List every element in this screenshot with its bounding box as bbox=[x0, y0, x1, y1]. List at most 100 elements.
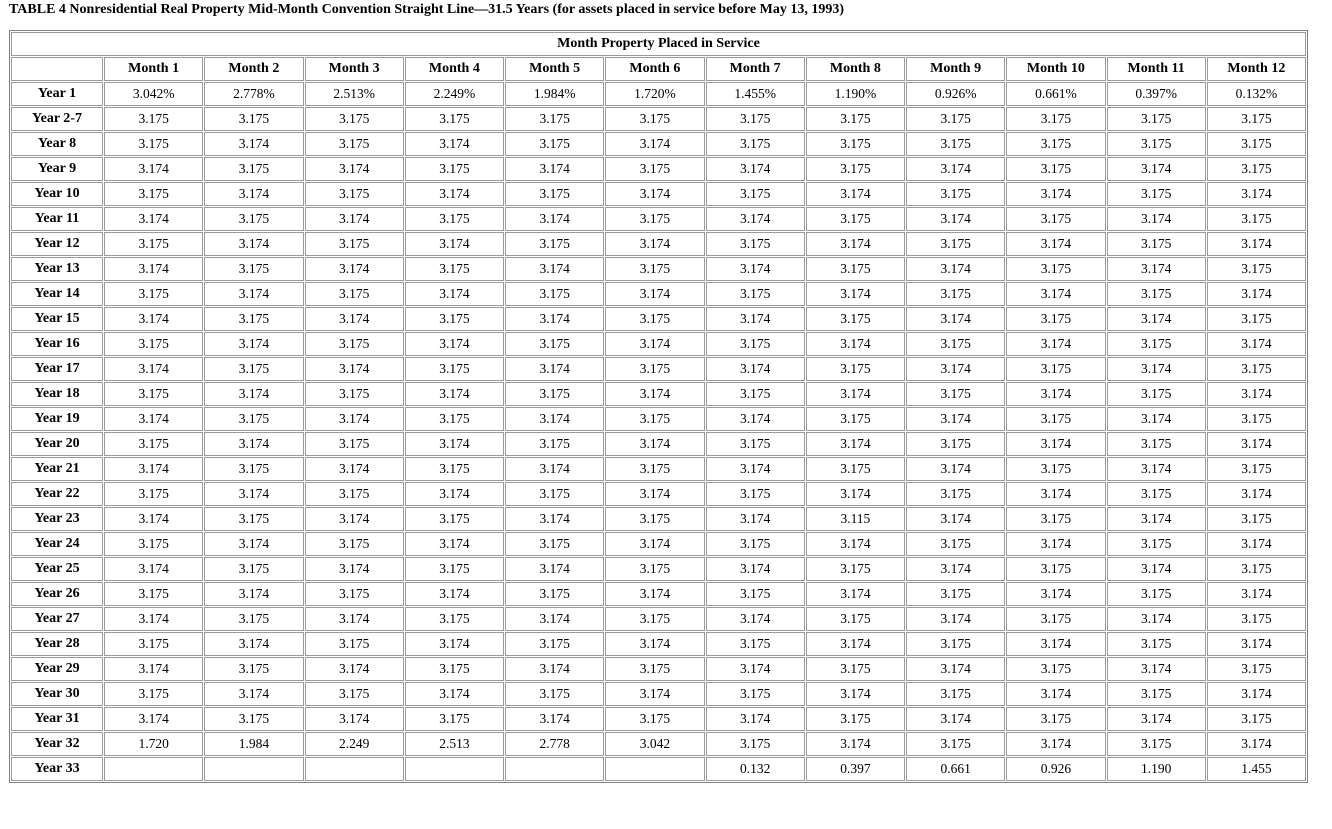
table-cell: 3.174 bbox=[304, 557, 404, 581]
row-label: Year 25 bbox=[11, 557, 103, 581]
table-cell: 3.115 bbox=[805, 507, 905, 531]
table-cell: 3.042% bbox=[104, 82, 204, 106]
row-label: Year 24 bbox=[11, 532, 103, 556]
table-cell: 3.174 bbox=[705, 707, 805, 731]
table-row: Year 20 3.175 3.174 3.175 3.174 3.175 3.174 3.1… bbox=[11, 432, 1306, 456]
table-cell: 3.174 bbox=[204, 432, 304, 456]
table-cell: 3.175 bbox=[705, 582, 805, 606]
table-cell: 3.174 bbox=[104, 557, 204, 581]
table-cell: 3.174 bbox=[404, 482, 504, 506]
table-cell: 3.175 bbox=[104, 107, 204, 131]
table-cell: 3.174 bbox=[605, 682, 705, 706]
table-cell: 1.984% bbox=[505, 82, 605, 106]
table-cell: 3.174 bbox=[204, 282, 304, 306]
table-cell: 3.174 bbox=[605, 332, 705, 356]
table-cell: 3.174 bbox=[304, 507, 404, 531]
table-cell: 3.174 bbox=[705, 557, 805, 581]
table-cell: 3.174 bbox=[705, 407, 805, 431]
table-cell: 3.174 bbox=[505, 457, 605, 481]
table-cell: 2.513% bbox=[304, 82, 404, 106]
column-header: Month 10 bbox=[1006, 57, 1106, 81]
table-cell: 3.175 bbox=[1006, 507, 1106, 531]
table-cell: 3.174 bbox=[505, 507, 605, 531]
table-cell: 3.174 bbox=[605, 432, 705, 456]
table-cell: 3.175 bbox=[605, 457, 705, 481]
table-cell: 3.174 bbox=[1106, 507, 1206, 531]
table-cell: 3.174 bbox=[805, 382, 905, 406]
table-cell: 3.174 bbox=[1206, 732, 1306, 756]
table-cell: 3.174 bbox=[906, 207, 1006, 231]
table-cell: 3.175 bbox=[1006, 307, 1106, 331]
table-row: Year 31 3.174 3.175 3.174 3.175 3.174 3.175 3.1… bbox=[11, 707, 1306, 731]
table-row: Year 17 3.174 3.175 3.174 3.175 3.174 3.175 3.1… bbox=[11, 357, 1306, 381]
row-label: Year 13 bbox=[11, 257, 103, 281]
table-cell: 3.175 bbox=[1206, 607, 1306, 631]
table-cell: 3.175 bbox=[304, 107, 404, 131]
table-cell: 3.175 bbox=[605, 307, 705, 331]
table-cell: 0.661 bbox=[906, 757, 1006, 781]
table-cell: 3.174 bbox=[204, 632, 304, 656]
row-label: Year 14 bbox=[11, 282, 103, 306]
row-label: Year 28 bbox=[11, 632, 103, 656]
table-cell: 3.175 bbox=[906, 582, 1006, 606]
table-cell: 3.175 bbox=[906, 482, 1006, 506]
table-cell: 3.175 bbox=[104, 582, 204, 606]
table-cell: 3.174 bbox=[1206, 382, 1306, 406]
table-cell: 3.175 bbox=[104, 682, 204, 706]
table-cell: 3.175 bbox=[104, 182, 204, 206]
table-cell: 3.174 bbox=[304, 257, 404, 281]
table-cell: 3.174 bbox=[204, 482, 304, 506]
table-cell: 3.175 bbox=[304, 632, 404, 656]
table-cell: 1.190 bbox=[1106, 757, 1206, 781]
column-header: Month 4 bbox=[404, 57, 504, 81]
table-row: Year 11 3.174 3.175 3.174 3.175 3.174 3.175 3.1… bbox=[11, 207, 1306, 231]
table-cell: 3.175 bbox=[104, 432, 204, 456]
table-cell: 3.174 bbox=[605, 182, 705, 206]
table-cell: 3.175 bbox=[805, 657, 905, 681]
table-cell: 3.175 bbox=[1206, 257, 1306, 281]
table-cell: 1.720 bbox=[104, 732, 204, 756]
table-cell: 3.175 bbox=[1106, 482, 1206, 506]
table-cell: 3.175 bbox=[104, 132, 204, 156]
table-cell: 3.175 bbox=[906, 682, 1006, 706]
table-cell: 3.174 bbox=[1106, 557, 1206, 581]
table-cell: 3.175 bbox=[204, 257, 304, 281]
table-cell: 3.175 bbox=[505, 382, 605, 406]
table-cell: 3.174 bbox=[104, 307, 204, 331]
table-cell: 3.174 bbox=[404, 182, 504, 206]
column-header: Month 6 bbox=[605, 57, 705, 81]
table-cell: 3.174 bbox=[505, 307, 605, 331]
table-cell: 3.174 bbox=[705, 607, 805, 631]
table-cell: 3.175 bbox=[1006, 207, 1106, 231]
table-cell: 3.174 bbox=[104, 607, 204, 631]
table-cell bbox=[505, 757, 605, 781]
row-label: Year 21 bbox=[11, 457, 103, 481]
table-cell: 3.174 bbox=[1206, 632, 1306, 656]
table-cell: 3.174 bbox=[505, 157, 605, 181]
table-cell: 3.174 bbox=[204, 182, 304, 206]
table-cell: 3.175 bbox=[505, 282, 605, 306]
table-cell: 3.174 bbox=[404, 432, 504, 456]
table-cell: 3.174 bbox=[104, 357, 204, 381]
table-cell: 3.174 bbox=[1106, 157, 1206, 181]
table-cell: 3.175 bbox=[505, 232, 605, 256]
table-cell: 3.175 bbox=[304, 482, 404, 506]
row-label: Year 17 bbox=[11, 357, 103, 381]
table-cell: 3.174 bbox=[1006, 282, 1106, 306]
table-cell: 3.175 bbox=[705, 382, 805, 406]
table-cell: 3.175 bbox=[1106, 632, 1206, 656]
table-cell: 3.175 bbox=[705, 732, 805, 756]
table-cell: 3.174 bbox=[1106, 457, 1206, 481]
table-row: Year 15 3.174 3.175 3.174 3.175 3.174 3.175 3.1… bbox=[11, 307, 1306, 331]
table-cell: 3.174 bbox=[1106, 657, 1206, 681]
table-cell: 3.174 bbox=[906, 657, 1006, 681]
table-cell: 3.175 bbox=[1106, 332, 1206, 356]
table-cell: 3.175 bbox=[906, 732, 1006, 756]
table-cell: 3.175 bbox=[1006, 707, 1106, 731]
table-cell: 3.175 bbox=[204, 707, 304, 731]
table-cell: 3.174 bbox=[1206, 582, 1306, 606]
table-cell: 3.174 bbox=[104, 257, 204, 281]
table-cell: 3.175 bbox=[906, 182, 1006, 206]
table-row: Year 2-7 3.175 3.175 3.175 3.175 3.175 3.175 3.… bbox=[11, 107, 1306, 131]
table-cell: 3.175 bbox=[505, 682, 605, 706]
